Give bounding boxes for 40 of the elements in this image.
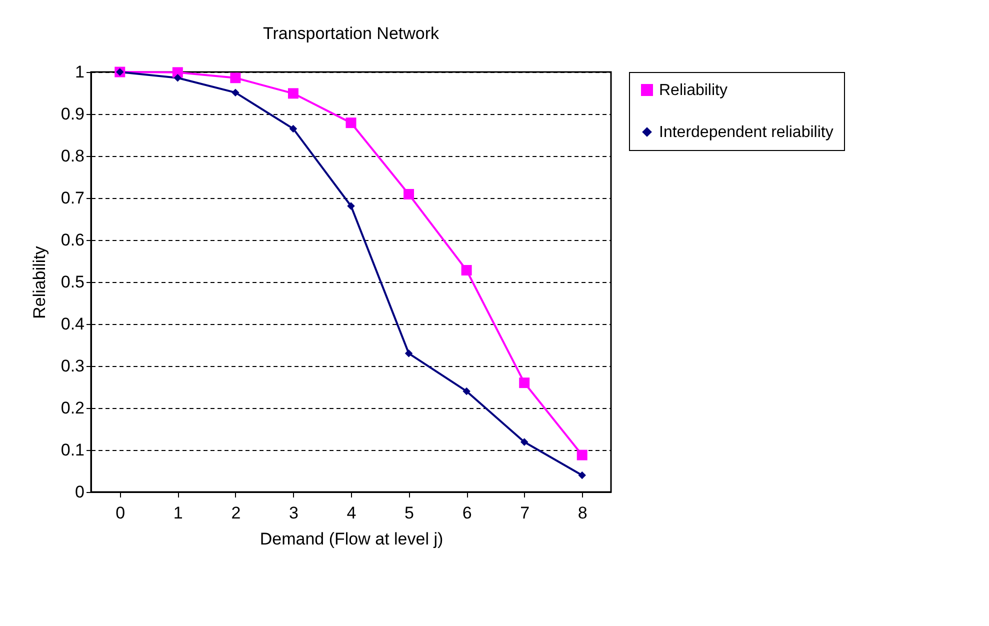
point	[576, 450, 588, 460]
x-tick-label: 7	[520, 504, 530, 522]
point	[347, 202, 355, 210]
point	[462, 387, 470, 396]
point	[520, 438, 528, 446]
x-tick-label: 8	[578, 504, 588, 522]
point	[174, 74, 182, 82]
y-axis-title: Reliability	[30, 246, 49, 319]
x-tick-label: 3	[288, 504, 298, 522]
y-tick-label: 0.4	[60, 314, 84, 334]
x-tick-label: 1	[173, 504, 183, 522]
point	[404, 350, 413, 358]
chart-title: Transportation Network	[262, 24, 440, 43]
y-tick-label: 0.9	[60, 104, 84, 124]
y-tick-label: 1	[75, 62, 84, 82]
y-tick-label: 0.5	[60, 272, 84, 292]
point	[404, 188, 414, 200]
y-tick-label: 0.8	[60, 146, 84, 166]
x-axis-title: Demand (Flow at level j)	[260, 530, 444, 548]
point	[519, 378, 530, 388]
legend-label: Reliability	[659, 82, 728, 99]
point	[461, 264, 472, 276]
point	[288, 88, 298, 99]
point	[232, 88, 240, 96]
point	[346, 118, 356, 128]
y-tick-label: 0.3	[60, 356, 84, 376]
y-tick-label: 0	[75, 482, 84, 502]
x-tick-label: 4	[346, 504, 356, 522]
x-tick-label: 5	[404, 504, 414, 522]
y-tick-label: 0.7	[60, 188, 84, 208]
x-tick-label: 0	[116, 504, 126, 522]
point	[289, 124, 298, 133]
y-tick-label: 0.2	[60, 398, 84, 418]
y-tick-label: 0.6	[60, 230, 84, 250]
point	[578, 471, 586, 480]
x-tick-label: 2	[231, 504, 241, 522]
x-tick-label: 6	[462, 504, 472, 522]
y-tick-label: 0.1	[60, 440, 84, 460]
legend-label: Interdependent reliability	[659, 124, 834, 141]
point	[230, 72, 241, 84]
